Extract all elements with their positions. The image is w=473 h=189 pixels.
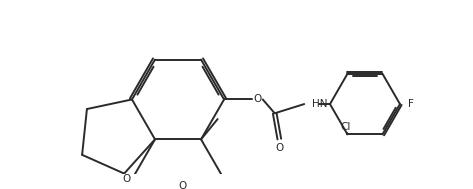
Text: O: O xyxy=(123,174,131,184)
Text: O: O xyxy=(275,143,283,153)
Text: HN: HN xyxy=(312,99,327,109)
Text: Cl: Cl xyxy=(341,122,351,132)
Text: O: O xyxy=(178,181,187,189)
Text: F: F xyxy=(408,99,414,109)
Text: O: O xyxy=(253,94,262,105)
